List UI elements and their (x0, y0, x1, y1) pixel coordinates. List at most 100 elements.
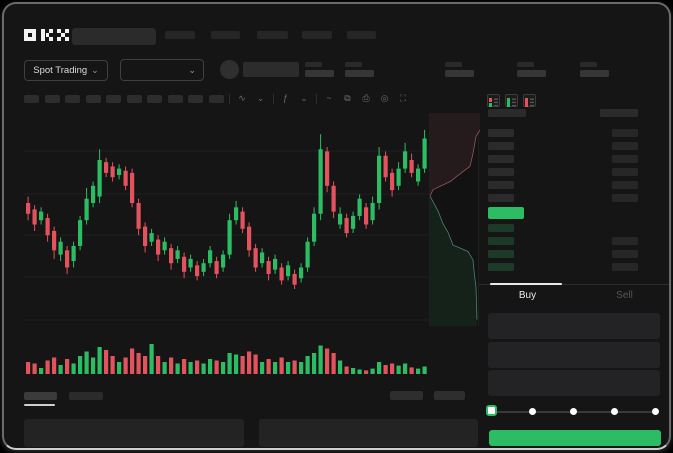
slider-stop-dot[interactable] (569, 408, 577, 415)
timeframe-button-placeholder[interactable] (65, 94, 80, 103)
order-book-trade-panel: Buy Sell (479, 4, 669, 448)
ask-row-price[interactable] (488, 155, 514, 163)
line-chart-icon[interactable]: ~ (326, 93, 332, 103)
candle-body (370, 203, 375, 221)
timeframe-button-placeholder[interactable] (44, 94, 60, 103)
candle-body (45, 218, 50, 236)
ask-row-price[interactable] (488, 194, 514, 202)
timeframe-button-placeholder[interactable] (106, 94, 121, 103)
volume-bar (305, 356, 310, 374)
settings-icon[interactable]: ◎ (380, 93, 389, 103)
candle-body (26, 203, 31, 214)
bottom-action-placeholder[interactable] (434, 391, 465, 400)
slider-stop-dot[interactable] (651, 408, 659, 415)
orderbook-header-price (488, 109, 526, 117)
volume-bar (97, 347, 102, 374)
search-input[interactable] (72, 28, 156, 45)
indicators-icon[interactable]: ƒ (282, 93, 288, 103)
history-panel-placeholder (259, 419, 478, 447)
active-tab-underline (24, 404, 55, 406)
chevron-down-icon[interactable]: ⌄ (256, 93, 265, 103)
toolbar-separator (229, 93, 230, 104)
bid-row-price[interactable] (488, 250, 514, 258)
timeframe-button-placeholder[interactable] (208, 94, 224, 103)
candle-body (97, 160, 102, 197)
mid-price-highlight[interactable] (488, 207, 524, 219)
candlestick-chart[interactable] (24, 117, 429, 332)
candle-style-icon[interactable]: ∿ (238, 93, 246, 103)
slider-handle[interactable] (485, 405, 497, 416)
candle-body (403, 151, 408, 169)
ask-row-price[interactable] (488, 168, 514, 176)
candle-body (416, 168, 421, 182)
slider-stop-dot[interactable] (528, 408, 536, 415)
slider-stop-dot[interactable] (610, 408, 618, 415)
bid-row-amount (612, 263, 638, 271)
candle-body (78, 220, 83, 246)
volume-bar (65, 359, 70, 374)
ask-row-price[interactable] (488, 181, 514, 189)
nav-item-placeholder[interactable] (211, 31, 240, 39)
ask-row-price[interactable] (488, 142, 514, 150)
bottom-action-placeholder[interactable] (390, 391, 423, 400)
nav-item-placeholder[interactable] (302, 31, 332, 39)
okx-logo[interactable] (24, 28, 70, 42)
timeframe-button-placeholder[interactable] (24, 94, 39, 103)
fullscreen-icon[interactable]: ⛶ (399, 93, 407, 103)
timeframe-button-placeholder[interactable] (167, 94, 183, 103)
buy-submit-button[interactable] (489, 430, 661, 446)
ask-row-amount (612, 194, 638, 202)
total-input-placeholder[interactable] (488, 370, 660, 396)
candle-body (318, 149, 323, 214)
candle-body (104, 162, 109, 173)
market-type-selector[interactable]: Spot Trading ⌄ (24, 60, 108, 81)
price-input-placeholder[interactable] (488, 313, 660, 339)
book-asks-icon[interactable] (523, 94, 536, 107)
volume-bar (396, 365, 401, 374)
amount-input-placeholder[interactable] (488, 342, 660, 368)
volume-chart[interactable] (24, 342, 429, 374)
bid-row-price[interactable] (488, 224, 514, 232)
sell-label: Sell (616, 289, 633, 301)
volume-bar (175, 363, 180, 374)
volume-bar (409, 367, 414, 374)
nav-item-placeholder[interactable] (257, 31, 288, 39)
candle-body (84, 198, 89, 221)
nav-item-placeholder[interactable] (165, 31, 195, 39)
timeframe-button-placeholder[interactable] (126, 94, 142, 103)
book-bids-icon[interactable] (505, 94, 518, 107)
pair-dropdown[interactable]: ⌄ (120, 59, 204, 81)
bid-row-amount (612, 250, 638, 258)
tab-sell[interactable]: Sell (576, 288, 669, 302)
candle-body (422, 138, 427, 169)
volume-bar (234, 354, 239, 374)
bid-row-price[interactable] (488, 237, 514, 245)
compare-icon[interactable]: ⧉ (344, 93, 351, 103)
volume-bar (273, 362, 278, 374)
bid-row-price[interactable] (488, 263, 514, 271)
nav-item-placeholder[interactable] (347, 31, 376, 39)
bottom-tab-active-placeholder[interactable] (24, 392, 57, 400)
bottom-tab-placeholder[interactable] (69, 392, 103, 400)
ask-row-price[interactable] (488, 129, 514, 137)
candle-body (305, 241, 310, 268)
volume-bar (149, 344, 154, 374)
snapshot-icon[interactable]: ⎙ (362, 93, 370, 103)
chevron-down-icon[interactable]: ⌄ (300, 93, 308, 103)
timeframe-button-placeholder[interactable] (147, 94, 162, 103)
candle-body (377, 155, 382, 203)
candle-body (39, 211, 44, 221)
timeframe-button-placeholder[interactable] (85, 94, 101, 103)
volume-bar (403, 363, 408, 374)
candle-body (253, 248, 258, 268)
candle-body (357, 198, 362, 216)
depth-chart[interactable] (429, 113, 481, 326)
volume-bar (26, 362, 31, 374)
tab-buy[interactable]: Buy (479, 288, 576, 302)
coin-avatar (220, 60, 239, 79)
candle-body (214, 261, 219, 274)
orderbook-header-amount (600, 109, 638, 117)
timeframe-button-placeholder[interactable] (188, 94, 203, 103)
book-both-icon[interactable] (487, 94, 500, 107)
